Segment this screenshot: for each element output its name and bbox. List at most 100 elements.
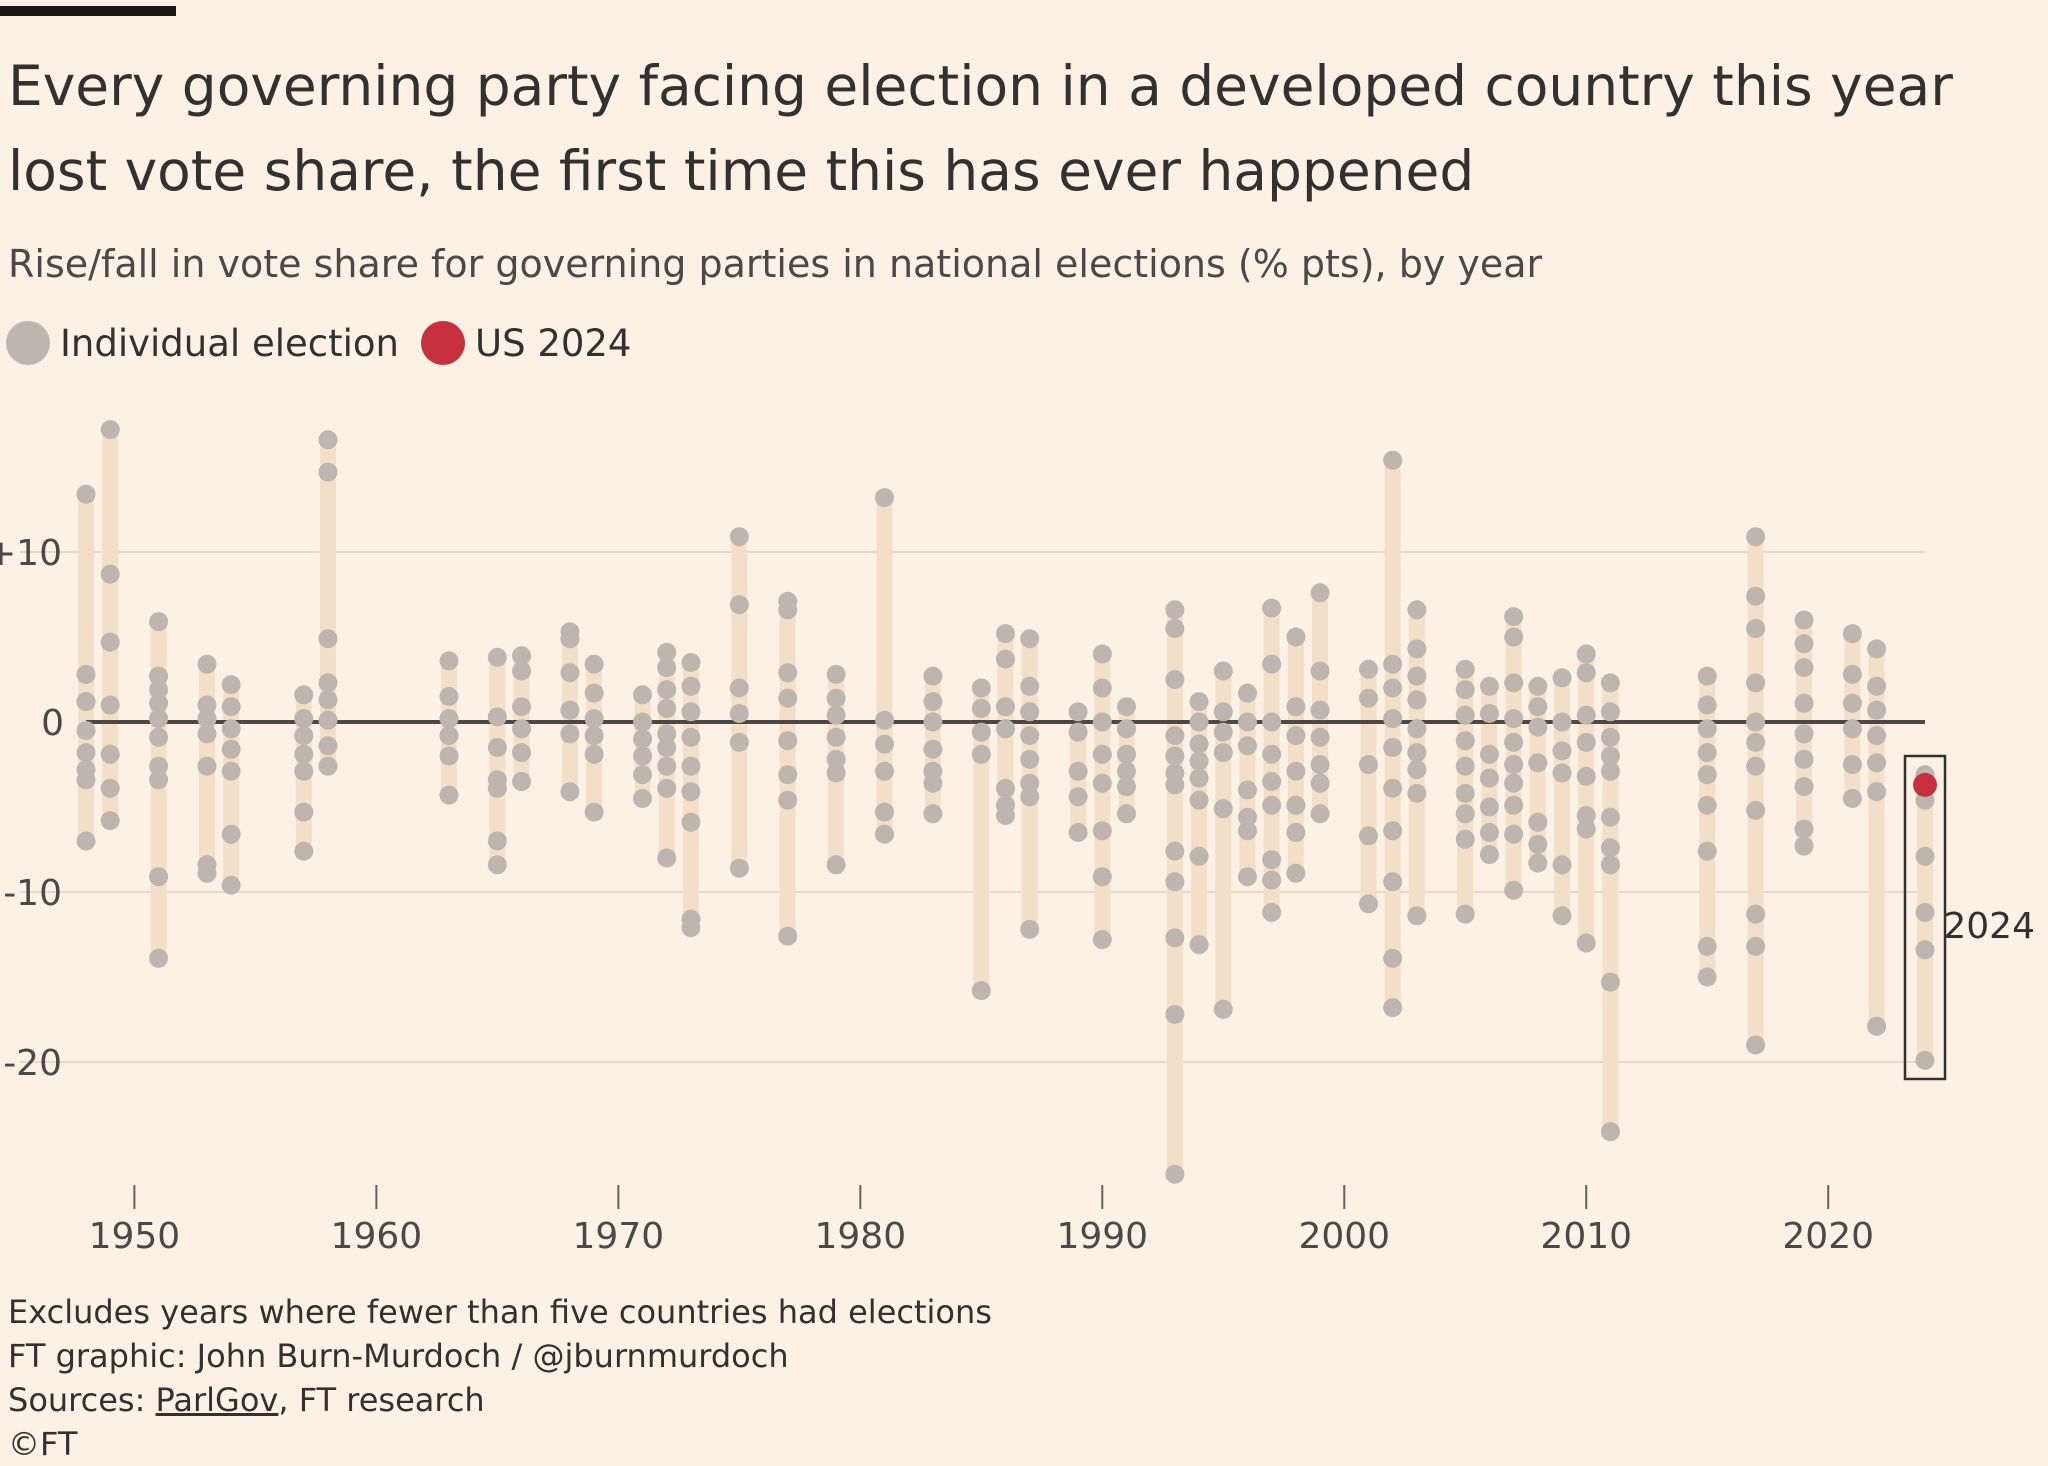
election-dot: [100, 420, 120, 440]
election-dot: [1479, 845, 1499, 865]
election-dot: [584, 654, 604, 674]
election-dot: [1165, 928, 1185, 948]
election-dot: [1746, 619, 1766, 638]
election-dot: [1552, 763, 1572, 783]
election-dot: [681, 812, 701, 832]
election-dot: [1237, 780, 1257, 800]
election-dot: [778, 926, 798, 946]
election-dot: [1165, 726, 1185, 746]
election-dot: [1600, 972, 1620, 992]
election-dot: [778, 688, 798, 708]
election-dot: [584, 683, 604, 703]
y-tick-label: -20: [3, 1043, 62, 1084]
election-dot: [1092, 773, 1112, 793]
election-dot: [1213, 999, 1233, 1019]
election-dot: [294, 726, 314, 746]
election-dot: [1504, 607, 1524, 627]
election-dot: [487, 831, 507, 851]
election-dot: [1407, 600, 1427, 620]
election-dot: [996, 778, 1015, 798]
election-dot: [1576, 663, 1596, 683]
election-dot: [221, 697, 241, 717]
election-dot: [778, 731, 798, 751]
election-dot: [681, 653, 701, 672]
election-dot: [729, 678, 749, 698]
election-dot: [221, 761, 241, 781]
election-dot: [76, 743, 96, 763]
election-dot: [1358, 755, 1378, 774]
election-dot: [1552, 668, 1572, 688]
election-dot: [318, 756, 338, 776]
election-dot: [996, 719, 1015, 739]
election-dot: [633, 729, 653, 749]
election-dot: [512, 719, 532, 739]
election-dot: [1794, 749, 1814, 769]
election-dot: [1576, 732, 1596, 752]
election-dot: [729, 732, 749, 752]
election-dot: [657, 778, 677, 798]
election-dot: [1842, 755, 1862, 774]
election-dot: [1746, 712, 1766, 732]
election-dot: [1455, 904, 1475, 924]
election-dot: [1746, 586, 1766, 606]
election-dot: [1867, 676, 1887, 696]
election-dot: [100, 695, 120, 715]
election-dot: [1407, 760, 1427, 780]
election-dot: [996, 697, 1015, 717]
election-dot: [1600, 855, 1620, 875]
election-dot: [1165, 1004, 1185, 1024]
footer-copyright: ©FT: [8, 1425, 78, 1463]
election-dot: [1383, 948, 1403, 968]
election-dot: [1600, 746, 1620, 766]
election-dot: [875, 802, 895, 822]
election-dot: [826, 727, 846, 747]
election-dot: [1455, 705, 1475, 725]
election-dot: [318, 673, 338, 693]
election-dot: [197, 695, 217, 715]
range-bar: [1287, 637, 1304, 874]
election-dot: [1092, 744, 1112, 764]
election-dot: [294, 841, 314, 861]
election-dot: [1455, 829, 1475, 849]
election-dot: [1237, 867, 1257, 887]
election-dot: [1455, 756, 1475, 776]
election-dot: [971, 722, 991, 742]
election-dot: [1020, 919, 1040, 939]
x-tick-label: 1980: [815, 1216, 907, 1257]
election-dot: [1479, 744, 1499, 764]
election-dot: [1794, 724, 1814, 744]
election-dot: [149, 693, 169, 713]
parlgov-link[interactable]: ParlGov: [155, 1381, 279, 1419]
election-dot: [657, 698, 677, 718]
election-dot: [1576, 705, 1596, 725]
election-dot: [487, 778, 507, 798]
election-dot: [1794, 610, 1814, 630]
y-tick-label: +10: [0, 533, 62, 574]
election-dot: [1358, 826, 1378, 846]
election-dot: [729, 704, 749, 723]
election-dot: [1600, 838, 1620, 858]
election-dot: [1310, 755, 1330, 774]
x-tick-label: 1960: [331, 1216, 423, 1257]
election-dot: [923, 773, 943, 793]
election-dot: [221, 739, 241, 759]
election-dot: [1576, 819, 1596, 839]
election-dot: [1189, 734, 1209, 754]
election-dot: [1528, 697, 1548, 717]
election-dot: [826, 749, 846, 769]
election-dot: [294, 685, 314, 705]
election-dot: [875, 761, 895, 781]
election-dot: [633, 712, 653, 732]
election-dot: [1697, 967, 1717, 987]
election-dot: [149, 709, 169, 729]
x-tick-label: 2000: [1298, 1216, 1390, 1257]
election-dot: [560, 782, 580, 802]
election-dot: [1552, 712, 1572, 732]
election-dot: [1358, 894, 1378, 914]
sources-suffix: , FT research: [278, 1381, 485, 1419]
election-dot: [1794, 819, 1814, 839]
us-2024-dot: [1913, 772, 1937, 797]
legend-dot-icon: [6, 321, 50, 365]
election-dot: [778, 663, 798, 683]
election-dot: [1092, 712, 1112, 732]
